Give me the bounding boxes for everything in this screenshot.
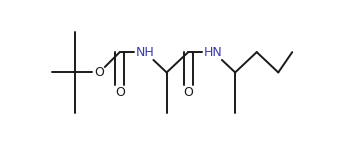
Text: O: O — [183, 86, 193, 99]
Text: O: O — [94, 66, 104, 79]
Text: HN: HN — [204, 46, 223, 59]
Text: NH: NH — [136, 46, 154, 59]
Text: O: O — [115, 86, 125, 99]
